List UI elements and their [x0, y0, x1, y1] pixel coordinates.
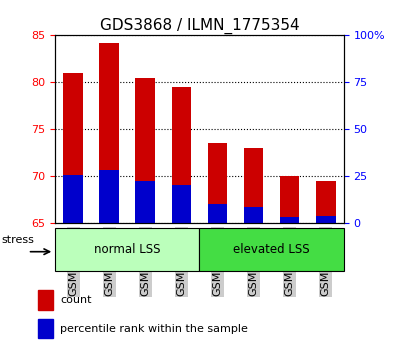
Bar — [171, 184, 191, 223]
Text: elevated LSS: elevated LSS — [233, 243, 310, 256]
Bar — [38, 319, 53, 338]
Bar — [135, 181, 155, 223]
Bar — [208, 143, 228, 223]
Bar — [199, 228, 344, 271]
Text: normal LSS: normal LSS — [94, 243, 161, 256]
Bar — [55, 228, 199, 271]
Text: percentile rank within the sample: percentile rank within the sample — [60, 324, 248, 333]
Bar — [100, 171, 119, 223]
Bar — [208, 204, 228, 223]
Bar — [244, 148, 263, 223]
Bar — [280, 217, 299, 223]
Bar — [64, 175, 83, 223]
Bar — [135, 78, 155, 223]
Bar — [100, 43, 119, 223]
Bar — [171, 87, 191, 223]
Bar — [316, 181, 335, 223]
Text: count: count — [60, 295, 92, 305]
Title: GDS3868 / ILMN_1775354: GDS3868 / ILMN_1775354 — [100, 18, 299, 34]
Bar — [280, 176, 299, 223]
Bar — [64, 73, 83, 223]
Text: stress: stress — [1, 235, 34, 245]
Bar — [244, 207, 263, 223]
Bar — [316, 216, 335, 223]
Bar — [38, 290, 53, 310]
